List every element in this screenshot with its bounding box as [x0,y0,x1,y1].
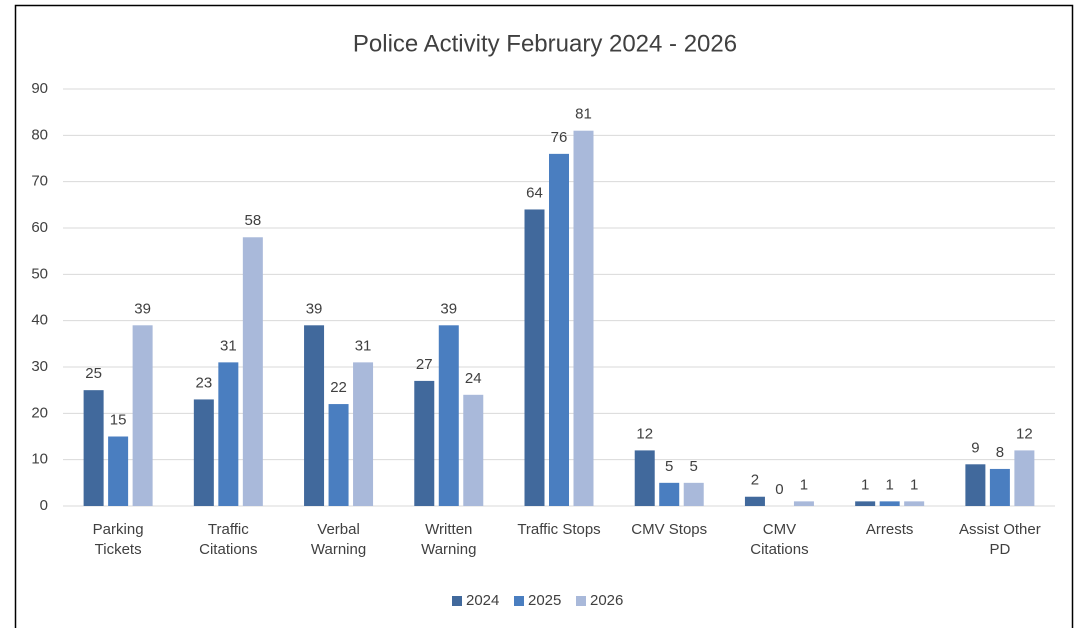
data-label: 64 [526,184,543,201]
bar [879,501,900,506]
bar [353,362,374,506]
legend-label: 2026 [590,592,623,609]
y-tick-label: 60 [31,219,48,236]
data-label: 8 [996,444,1004,461]
y-tick-label: 80 [31,126,48,143]
y-tick-label: 20 [31,404,48,421]
data-label: 23 [195,374,212,391]
data-label: 76 [551,129,568,146]
bar [328,404,349,506]
bar [132,325,153,506]
data-label: 39 [134,300,151,317]
data-label: 27 [416,356,433,373]
bar [634,450,655,506]
x-tick-label: CMV Stops [631,521,708,538]
legend-label: 2025 [528,592,561,609]
chart-title: Police Activity February 2024 - 2026 [353,30,737,57]
x-tick-label: Arrests [865,521,914,538]
bar [108,436,129,506]
x-tick-label: Assist Other PD [959,521,1041,558]
bar [414,380,435,506]
data-label: 12 [636,425,653,442]
x-tick-label: Parking Tickets [92,521,144,558]
data-label: 12 [1016,425,1033,442]
data-label: 31 [355,337,372,354]
data-label: 2 [751,472,759,489]
bar [218,362,239,506]
bar [793,501,814,506]
x-tick-label: Written Warning [421,521,477,558]
y-tick-label: 0 [40,497,48,514]
data-label: 9 [971,439,979,456]
y-tick-label: 40 [31,312,48,329]
y-tick-label: 90 [31,80,48,97]
data-label: 5 [665,458,673,475]
legend-swatch [514,596,524,606]
bar [683,482,704,506]
y-tick-label: 70 [31,173,48,190]
bar [193,399,214,506]
legend-label: 2024 [466,592,499,609]
x-tick-label: Traffic Stops [517,521,601,538]
y-tick-label: 10 [31,451,48,468]
bar [1014,450,1035,506]
bar [744,496,765,506]
data-label: 5 [690,458,698,475]
bar [304,325,325,506]
y-tick-label: 30 [31,358,48,375]
data-label: 39 [306,300,323,317]
data-label: 1 [885,476,893,493]
bar [573,130,594,506]
bar [989,468,1010,506]
x-tick-label: CMV Citations [750,521,809,558]
chart-border [14,4,1074,628]
data-label: 1 [800,476,808,493]
bar [83,390,104,506]
data-label: 1 [910,476,918,493]
data-label: 39 [440,300,457,317]
bar [659,482,680,506]
bar [242,237,263,506]
data-label: 31 [220,337,237,354]
x-tick-label: Verbal Warning [310,521,367,558]
bar [524,209,545,506]
legend-swatch [452,596,462,606]
data-label: 15 [110,411,127,428]
bar [855,501,876,506]
y-tick-label: 50 [31,265,48,282]
data-label: 81 [575,106,592,123]
legend-swatch [576,596,586,606]
data-label: 0 [775,481,783,498]
bar [438,325,459,506]
data-label: 24 [465,370,482,387]
x-tick-label: Traffic Citations [199,521,258,558]
bar [463,394,484,506]
data-label: 58 [244,212,261,229]
bar [965,464,986,506]
bar [549,153,569,506]
data-label: 22 [330,379,347,396]
bar [904,501,925,506]
data-label: 25 [85,365,102,382]
data-label: 1 [861,476,869,493]
